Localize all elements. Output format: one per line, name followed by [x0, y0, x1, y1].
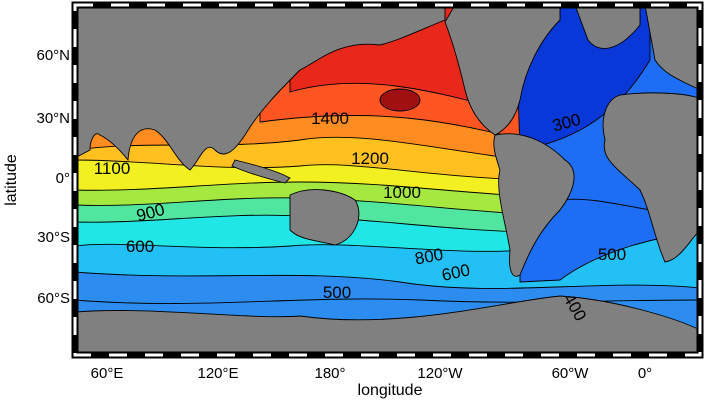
labels: longitude latitude [3, 154, 423, 399]
land-eurasia [75, 5, 446, 171]
contour-label: 1400 [311, 109, 349, 128]
y-axis-title: latitude [3, 154, 20, 206]
contour-label: 1000 [383, 183, 421, 202]
x-tick-label: 120°E [197, 365, 238, 382]
contour-label: 500 [323, 283, 351, 302]
y-tick-label: 60°S [37, 290, 70, 307]
contour-label: 500 [598, 245, 626, 264]
y-tick-label: 30°S [37, 229, 70, 246]
contour-label: 1100 [94, 159, 131, 178]
contour-label: 600 [126, 237, 154, 256]
map-frame-ticks [73, 3, 702, 357]
land-australia [289, 189, 360, 246]
land-africa [602, 92, 700, 263]
land-indonesia [231, 159, 291, 184]
x-axis-title: longitude [358, 382, 423, 399]
x-tick-label: 0° [638, 365, 652, 382]
map-area [75, 5, 700, 355]
x-tick-label: 60°W [552, 365, 590, 382]
y-tick-label: 60°N [36, 47, 70, 64]
band-dark-red [379, 88, 421, 112]
contour-label: 1200 [351, 149, 389, 168]
land-greenland [574, 5, 641, 49]
y-tick-label: 0° [56, 170, 70, 187]
x-tick-label: 180° [314, 365, 345, 382]
land-south-america [493, 133, 575, 277]
y-tick-label: 30°N [36, 110, 70, 127]
land-antarctica [75, 295, 700, 355]
x-tick-label: 120°W [417, 365, 463, 382]
x-tick-label: 60°E [91, 365, 124, 382]
contour-line [75, 298, 700, 304]
contour-label: 800 [413, 245, 444, 269]
